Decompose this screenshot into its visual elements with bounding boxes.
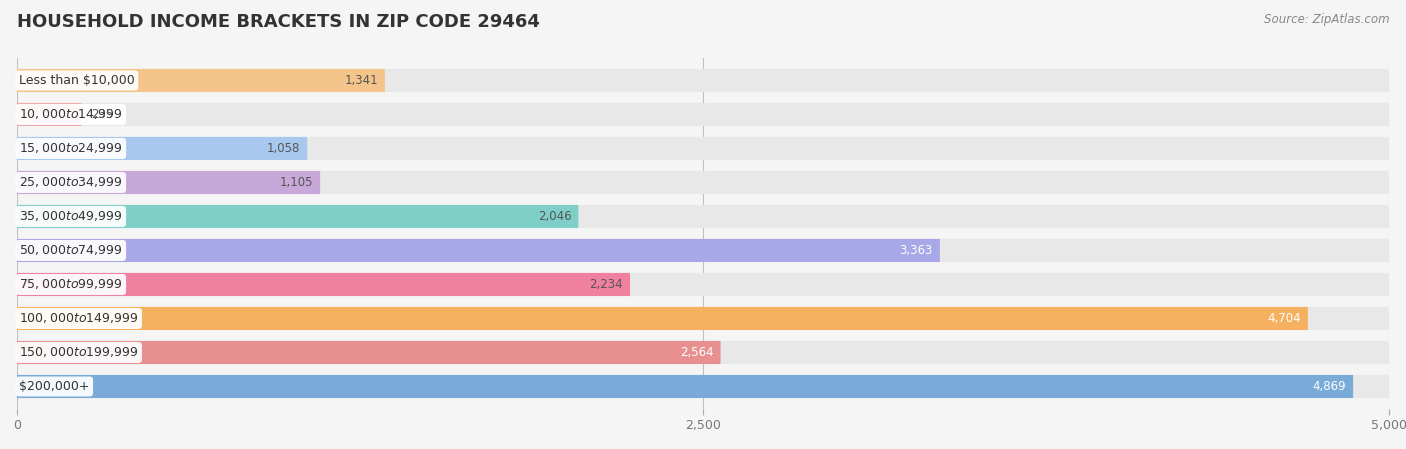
Text: 2,046: 2,046 bbox=[538, 210, 571, 223]
Text: 3,363: 3,363 bbox=[900, 244, 934, 257]
Text: $15,000 to $24,999: $15,000 to $24,999 bbox=[20, 141, 122, 155]
FancyBboxPatch shape bbox=[17, 103, 1389, 126]
FancyBboxPatch shape bbox=[17, 341, 720, 364]
FancyBboxPatch shape bbox=[17, 103, 82, 126]
Text: $100,000 to $149,999: $100,000 to $149,999 bbox=[20, 312, 138, 326]
FancyBboxPatch shape bbox=[17, 137, 308, 160]
FancyBboxPatch shape bbox=[17, 171, 321, 194]
Text: $75,000 to $99,999: $75,000 to $99,999 bbox=[20, 277, 122, 291]
FancyBboxPatch shape bbox=[17, 239, 939, 262]
Text: 4,704: 4,704 bbox=[1267, 312, 1301, 325]
Text: $25,000 to $34,999: $25,000 to $34,999 bbox=[20, 176, 122, 189]
Text: Less than $10,000: Less than $10,000 bbox=[20, 74, 135, 87]
Text: 2,234: 2,234 bbox=[589, 278, 623, 291]
Text: 1,058: 1,058 bbox=[267, 142, 301, 155]
FancyBboxPatch shape bbox=[17, 341, 1389, 364]
Text: $50,000 to $74,999: $50,000 to $74,999 bbox=[20, 243, 122, 257]
Text: $35,000 to $49,999: $35,000 to $49,999 bbox=[20, 210, 122, 224]
Text: 235: 235 bbox=[91, 108, 114, 121]
FancyBboxPatch shape bbox=[17, 375, 1389, 398]
FancyBboxPatch shape bbox=[17, 69, 385, 92]
FancyBboxPatch shape bbox=[17, 137, 1389, 160]
Text: 1,341: 1,341 bbox=[344, 74, 378, 87]
Text: $200,000+: $200,000+ bbox=[20, 380, 90, 393]
FancyBboxPatch shape bbox=[17, 171, 1389, 194]
FancyBboxPatch shape bbox=[17, 307, 1308, 330]
FancyBboxPatch shape bbox=[17, 375, 1353, 398]
FancyBboxPatch shape bbox=[17, 205, 1389, 228]
Text: $150,000 to $199,999: $150,000 to $199,999 bbox=[20, 345, 138, 360]
FancyBboxPatch shape bbox=[17, 273, 1389, 296]
Text: 2,564: 2,564 bbox=[681, 346, 714, 359]
FancyBboxPatch shape bbox=[17, 273, 630, 296]
FancyBboxPatch shape bbox=[17, 69, 1389, 92]
Text: $10,000 to $14,999: $10,000 to $14,999 bbox=[20, 107, 122, 122]
FancyBboxPatch shape bbox=[17, 307, 1389, 330]
Text: 1,105: 1,105 bbox=[280, 176, 314, 189]
Text: 4,869: 4,869 bbox=[1313, 380, 1347, 393]
Text: HOUSEHOLD INCOME BRACKETS IN ZIP CODE 29464: HOUSEHOLD INCOME BRACKETS IN ZIP CODE 29… bbox=[17, 13, 540, 31]
FancyBboxPatch shape bbox=[17, 205, 578, 228]
Text: Source: ZipAtlas.com: Source: ZipAtlas.com bbox=[1264, 13, 1389, 26]
FancyBboxPatch shape bbox=[17, 239, 1389, 262]
